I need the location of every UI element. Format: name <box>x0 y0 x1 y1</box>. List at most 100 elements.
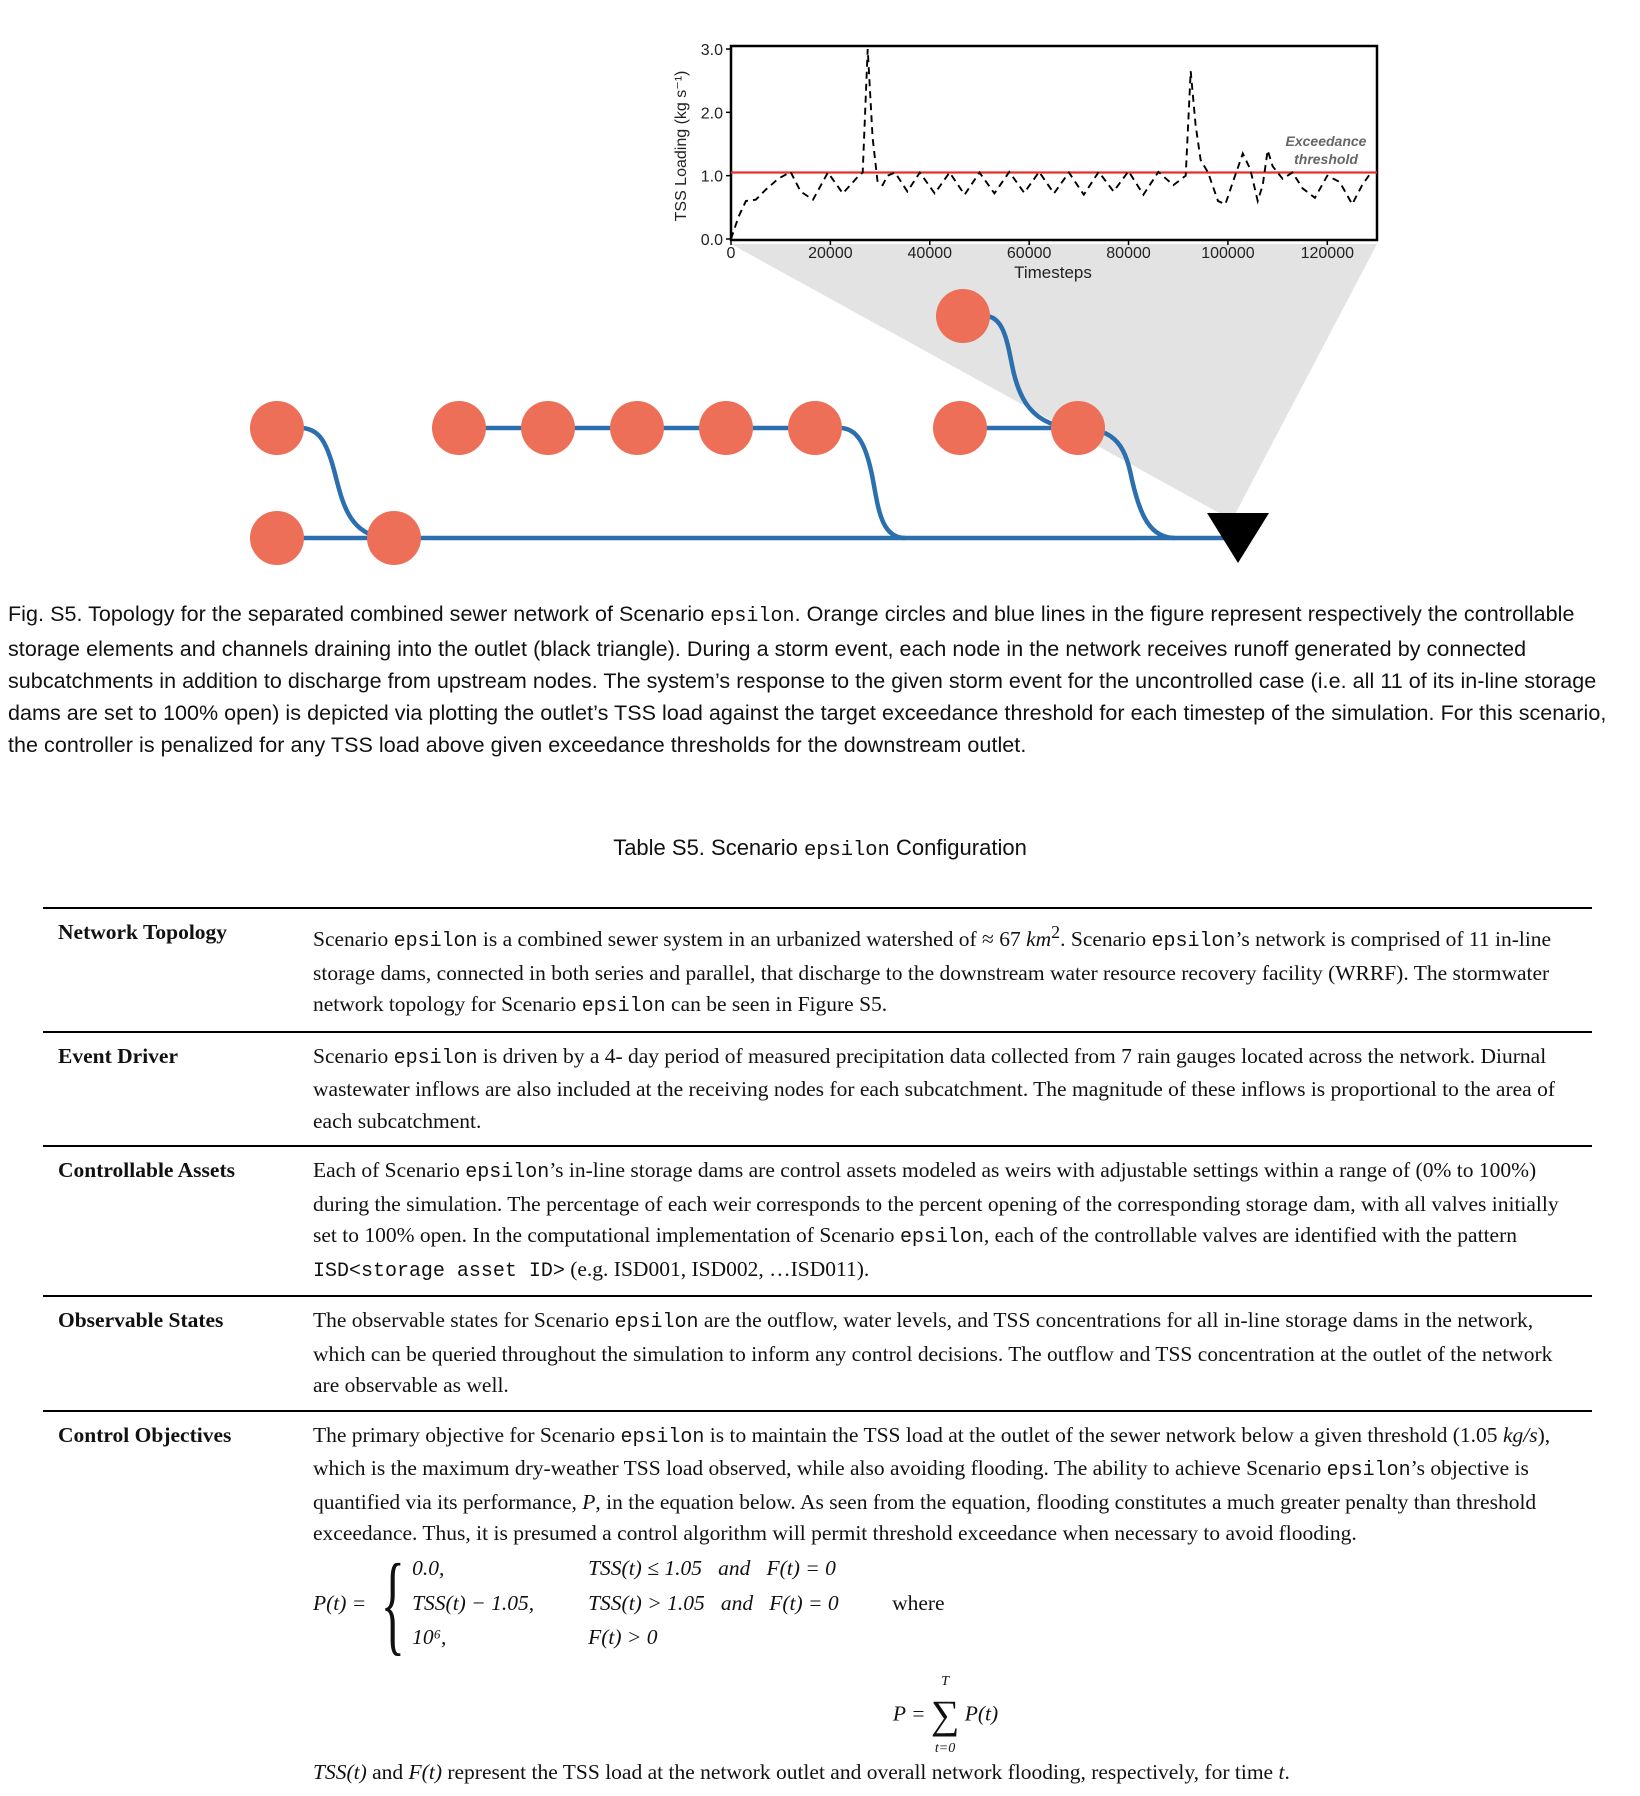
x-tick-label: 40000 <box>908 245 953 262</box>
storage-node <box>367 511 421 565</box>
series-line-tss-load <box>730 48 1372 240</box>
chart-plot-area <box>729 44 1379 242</box>
table-row: Network Topology Scenario epsilon is a c… <box>43 908 1592 1032</box>
network-nodes <box>250 289 1105 565</box>
text-span: ), which is the maximum dry-weather TSS … <box>313 1422 1551 1481</box>
sigma-icon: ∑ <box>930 1692 960 1738</box>
storage-node <box>933 401 987 455</box>
performance-var: P <box>582 1489 596 1514</box>
objective-paragraph: The primary objective for Scenario epsil… <box>313 1420 1578 1550</box>
y-axis-ticks: 0.0 1.0 2.0 3.0 <box>701 42 731 249</box>
row-label: Controllable Assets <box>58 1158 235 1183</box>
code-span: epsilon <box>620 1425 705 1449</box>
text-span: ’s network is comprised of 11 in-line st… <box>313 927 1552 1017</box>
x-tick-label: 20000 <box>808 245 853 262</box>
sum-equation: P = T ∑ t=0 P(t) <box>313 1666 1578 1765</box>
sum-upper: T <box>941 1673 949 1689</box>
storage-node <box>936 289 990 343</box>
text-span: are the outflow, water levels, and TSS c… <box>313 1308 1553 1398</box>
zoom-wedge <box>731 244 1377 520</box>
piecewise-equation: P(t) = { 0.0, TSS(t) ≤ 1.05 and F(t) = 0… <box>313 1548 1578 1660</box>
code-span: epsilon <box>393 930 478 954</box>
text-span: , in the equation below. As seen from th… <box>313 1489 1537 1546</box>
table-title-suffix: Configuration <box>889 835 1027 860</box>
row-label: Event Driver <box>58 1043 179 1068</box>
threshold-label-line1: Exceedance <box>1286 133 1367 149</box>
code-span: epsilon <box>1151 930 1236 954</box>
storage-node <box>250 401 304 455</box>
text-span: is a combined sewer system in an urbaniz… <box>477 927 1027 952</box>
caption-code: epsilon <box>710 605 795 628</box>
x-tick-label: 120000 <box>1301 245 1354 262</box>
channel-right-top <box>963 313 1079 431</box>
cases-grid: 0.0, TSS(t) ≤ 1.05 and F(t) = 0 TSS(t) −… <box>412 1553 888 1654</box>
y-tick-label: 0.0 <box>701 232 723 249</box>
storage-node <box>432 401 486 455</box>
storage-node <box>250 511 304 565</box>
text-span: ’s objective is quantified via its perfo… <box>313 1456 1529 1514</box>
caption-text-1: Fig. S5. Topology for the separated comb… <box>8 602 711 626</box>
table-title-code: epsilon <box>803 839 890 862</box>
case-value: TSS(t) − 1.05, <box>412 1590 535 1615</box>
brace-icon: { <box>381 1541 406 1666</box>
x-tick-label: 60000 <box>1007 245 1052 262</box>
text-span: represent the TSS load at the network ou… <box>441 1759 1279 1784</box>
text-span: . <box>1284 1759 1290 1784</box>
table-row: Observable States The observable states … <box>43 1296 1592 1411</box>
configuration-table: Network Topology Scenario epsilon is a c… <box>43 907 1592 1796</box>
sum-lhs: P = <box>892 1701 926 1726</box>
cases-block: { 0.0, TSS(t) ≤ 1.05 and F(t) = 0 TSS(t)… <box>372 1548 888 1660</box>
row-text: Each of Scenario epsilon’s in-line stora… <box>313 1146 1592 1296</box>
row-text: Scenario epsilon is driven by a 4- day p… <box>313 1032 1592 1147</box>
x-axis-ticks: 0 20000 40000 60000 80000 100000 120000 <box>727 240 1354 262</box>
sum-rhs: P(t) <box>964 1701 999 1726</box>
unit-span: km <box>1026 927 1052 952</box>
case-value: 10⁶, <box>412 1625 447 1650</box>
x-tick-label: 0 <box>727 245 736 262</box>
code-span: ISD<storage asset ID> <box>313 1259 565 1283</box>
code-span: epsilon <box>614 1311 699 1335</box>
code-span: epsilon <box>899 1226 984 1250</box>
row-text: The observable states for Scenario epsil… <box>313 1296 1592 1411</box>
case-condition: TSS(t) ≤ 1.05 and F(t) = 0 <box>588 1556 836 1581</box>
y-tick-label: 2.0 <box>701 105 723 122</box>
row-text: Scenario epsilon is a combined sewer sys… <box>313 908 1592 1032</box>
figure-s5: 0.0 1.0 2.0 3.0 0 20000 40000 60000 80000 100000… <box>250 42 1379 565</box>
math-span: TSS(t) <box>313 1759 367 1784</box>
code-span: epsilon <box>393 1046 478 1070</box>
storage-node <box>788 401 842 455</box>
storage-node <box>521 401 575 455</box>
objective-final-sentence: TSS(t) and F(t) represent the TSS load a… <box>313 1757 1578 1789</box>
table-title-prefix: Table S5. Scenario <box>613 835 804 860</box>
text-span: can be seen in Figure S5. <box>665 992 888 1017</box>
channel-chain-drop <box>812 425 906 541</box>
text-span: , each of the controllable valves are id… <box>983 1223 1517 1248</box>
text-span: The primary objective for Scenario <box>313 1422 621 1447</box>
y-tick-label: 1.0 <box>701 169 723 186</box>
storage-node <box>1051 401 1105 455</box>
text-span: The observable states for Scenario <box>313 1308 615 1333</box>
table-row: Control Objectives The primary objective… <box>43 1411 1592 1796</box>
text-span: (e.g. ISD001, ISD002, …ISD011). <box>564 1256 870 1281</box>
caption-text-2: . Orange circles and blue lines in the f… <box>8 602 1607 757</box>
text-span: Scenario <box>313 1043 394 1068</box>
text-span: is driven by a 4- day period of measured… <box>313 1043 1556 1133</box>
case-value: 0.0, <box>412 1556 445 1581</box>
table-row: Controllable Assets Each of Scenario eps… <box>43 1146 1592 1297</box>
row-label: Observable States <box>58 1308 224 1333</box>
text-span: ’s in-line storage dams are control asse… <box>313 1158 1559 1248</box>
x-tick-label: 80000 <box>1106 245 1151 262</box>
text-span: Each of Scenario <box>313 1158 466 1183</box>
case-condition: F(t) > 0 <box>588 1625 658 1650</box>
row-text: The primary objective for Scenario epsil… <box>313 1411 1592 1796</box>
code-span: epsilon <box>581 995 666 1019</box>
equation-lhs: P(t) = <box>313 1590 367 1615</box>
code-span: epsilon <box>1326 1459 1411 1483</box>
row-label: Network Topology <box>58 920 228 944</box>
threshold-label-line2: threshold <box>1294 151 1358 167</box>
text-span: . Scenario <box>1060 927 1152 952</box>
storage-node <box>699 401 753 455</box>
figure-caption: Fig. S5. Topology for the separated comb… <box>8 598 1634 761</box>
code-span: epsilon <box>465 1161 550 1185</box>
table-title: Table S5. Scenario epsilon Configuration <box>0 835 1640 862</box>
